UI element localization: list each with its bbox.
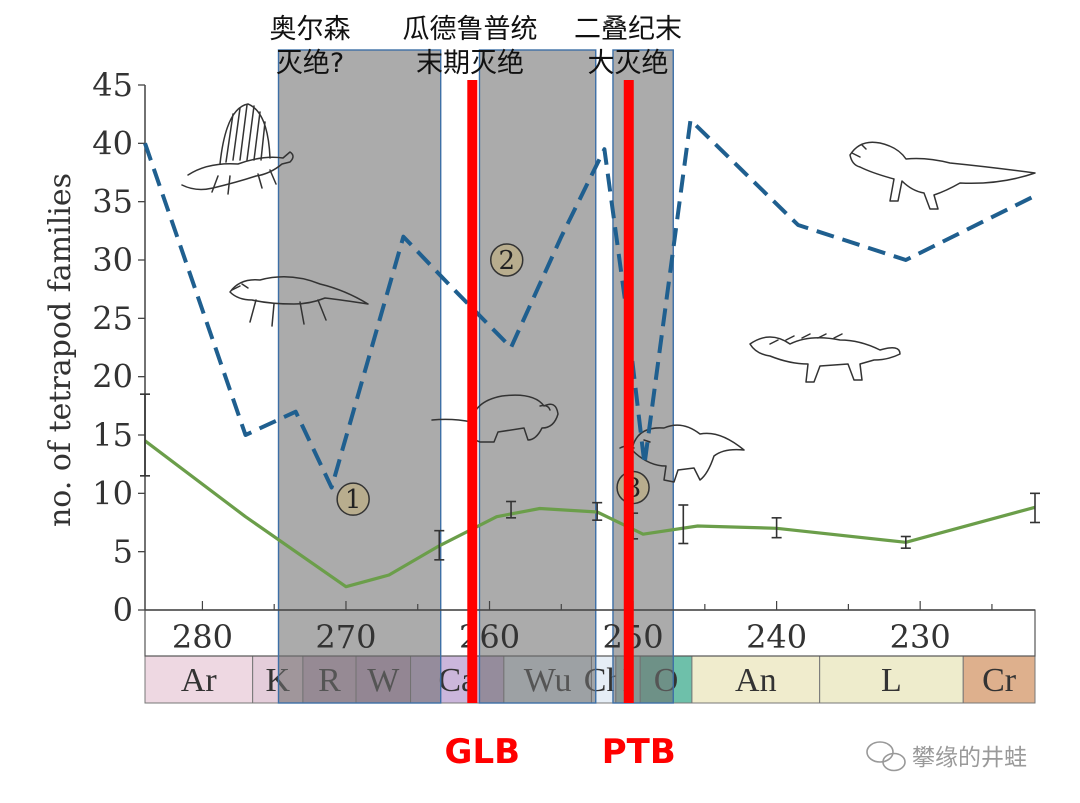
reptile-fossil-drawing-1 xyxy=(229,276,369,327)
fossil-drawings-layer xyxy=(181,103,1036,483)
error-bar xyxy=(771,517,782,539)
numbered-marker-label: 1 xyxy=(345,485,362,515)
extinction-interval-label: 奥尔森 xyxy=(270,14,351,45)
error-bar xyxy=(506,500,517,519)
stage-label: Ar xyxy=(181,662,218,699)
series-point xyxy=(403,236,405,238)
stage-label: L xyxy=(881,662,902,699)
series-point xyxy=(345,586,347,588)
series-point xyxy=(295,411,297,413)
error-bar xyxy=(900,535,911,549)
series-point xyxy=(797,224,799,226)
stage-box-11 xyxy=(962,655,1036,704)
stage-box-10 xyxy=(819,655,964,704)
extinction-interval-0 xyxy=(277,49,442,704)
y-tick-label: 5 xyxy=(113,533,133,571)
series-line-dashed xyxy=(143,118,1036,490)
series-point xyxy=(453,288,455,290)
error-bar xyxy=(592,501,603,521)
series-point xyxy=(245,516,247,518)
numbered-marker-label: 2 xyxy=(498,246,515,276)
y-tick-label: 25 xyxy=(92,299,133,337)
error-bar xyxy=(678,504,689,545)
wechat-icon xyxy=(866,741,906,772)
stage-box-9 xyxy=(691,655,821,704)
stage-label: Cr xyxy=(982,662,1017,699)
series-point xyxy=(496,516,498,518)
series-point xyxy=(245,434,247,436)
series-point xyxy=(144,143,146,145)
extinction-interval-1 xyxy=(478,49,597,704)
y-tick-label: 35 xyxy=(92,183,133,221)
series-point xyxy=(510,347,512,349)
series-point xyxy=(1034,195,1036,197)
extinction-interval-label: 大灭绝 xyxy=(588,48,669,79)
y-tick-label: 30 xyxy=(92,241,133,279)
numbered-marker-circle xyxy=(489,243,524,277)
y-tick-label: 10 xyxy=(92,474,133,512)
y-tick-label: 45 xyxy=(92,66,133,104)
error-bar xyxy=(1030,492,1040,524)
event-label: PTB xyxy=(602,732,676,772)
y-tick-label: 40 xyxy=(92,124,133,162)
error-bar xyxy=(434,529,445,561)
series-point xyxy=(331,487,333,489)
error-bar xyxy=(140,393,150,477)
event-label: GLB xyxy=(445,732,521,772)
x-tick-label: 240 xyxy=(746,618,807,656)
series-point xyxy=(644,463,646,465)
x-tick-label: 280 xyxy=(172,618,233,656)
x-tick-label: 270 xyxy=(315,618,376,656)
stage-label: An xyxy=(735,662,777,699)
extinction-interval-label: 瓜德鲁普统 xyxy=(403,14,538,45)
dimetrodon-fossil-drawing xyxy=(181,103,294,195)
extinction-interval-label: 二叠纪末 xyxy=(574,14,682,45)
extinction-interval-label: 灭绝? xyxy=(276,48,344,79)
series-point xyxy=(604,148,606,150)
series-point xyxy=(539,508,541,510)
series-point xyxy=(697,525,699,527)
series-point xyxy=(388,574,390,576)
crocodilian-fossil-drawing xyxy=(749,333,901,383)
watermark-text: 攀缘的井蛙 xyxy=(912,745,1027,771)
archosaur-fossil-drawing xyxy=(849,141,1036,210)
extinction-shading-layer xyxy=(277,49,674,704)
event-lines-layer: GLB PTB xyxy=(445,80,676,772)
series-point xyxy=(642,533,644,535)
y-tick-label: 20 xyxy=(92,358,133,396)
series-layer xyxy=(140,118,1040,589)
series-point xyxy=(560,236,562,238)
x-tick-label: 230 xyxy=(890,618,951,656)
y-tick-label: 15 xyxy=(92,416,133,454)
y-tick-label: 0 xyxy=(113,591,133,629)
watermark-layer: 攀缘的井蛙 xyxy=(866,741,1027,772)
y-axis-title: no. of tetrapod families xyxy=(43,173,78,527)
stage-box-0 xyxy=(144,655,254,704)
numbered-marker-circle xyxy=(336,482,370,516)
extinction-interval-2 xyxy=(612,49,674,704)
series-point xyxy=(905,259,907,261)
series-point xyxy=(690,119,692,121)
extinction-interval-label: 末期灭绝 xyxy=(416,48,524,79)
